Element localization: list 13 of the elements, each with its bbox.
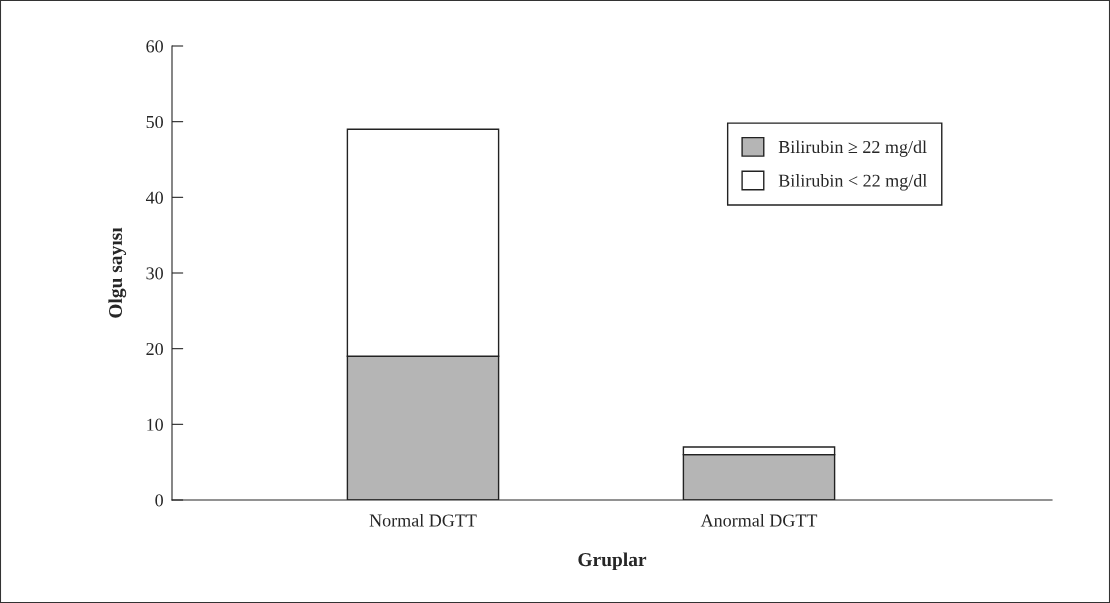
x-tick-label: Normal DGTT	[369, 513, 477, 527]
y-tick-label: 0	[155, 494, 163, 507]
y-axis-title: Olgu sayısı	[108, 227, 127, 318]
legend-label: Bilirubin < 22 mg/dl	[778, 174, 927, 191]
y-tick-label: 20	[146, 342, 163, 356]
y-tick-label: 60	[146, 40, 163, 53]
y-tick-label: 40	[145, 191, 163, 204]
legend-label: Bilirubin ≥ 22 mg/dl	[778, 140, 927, 157]
x-tick-label: Anormal DGTT	[700, 513, 818, 527]
y-tick-label: 30	[146, 267, 163, 280]
x-axis-title: Gruplar	[578, 552, 647, 571]
y-tick-label: 50	[146, 115, 163, 129]
y-tick-label: 10	[147, 418, 163, 431]
